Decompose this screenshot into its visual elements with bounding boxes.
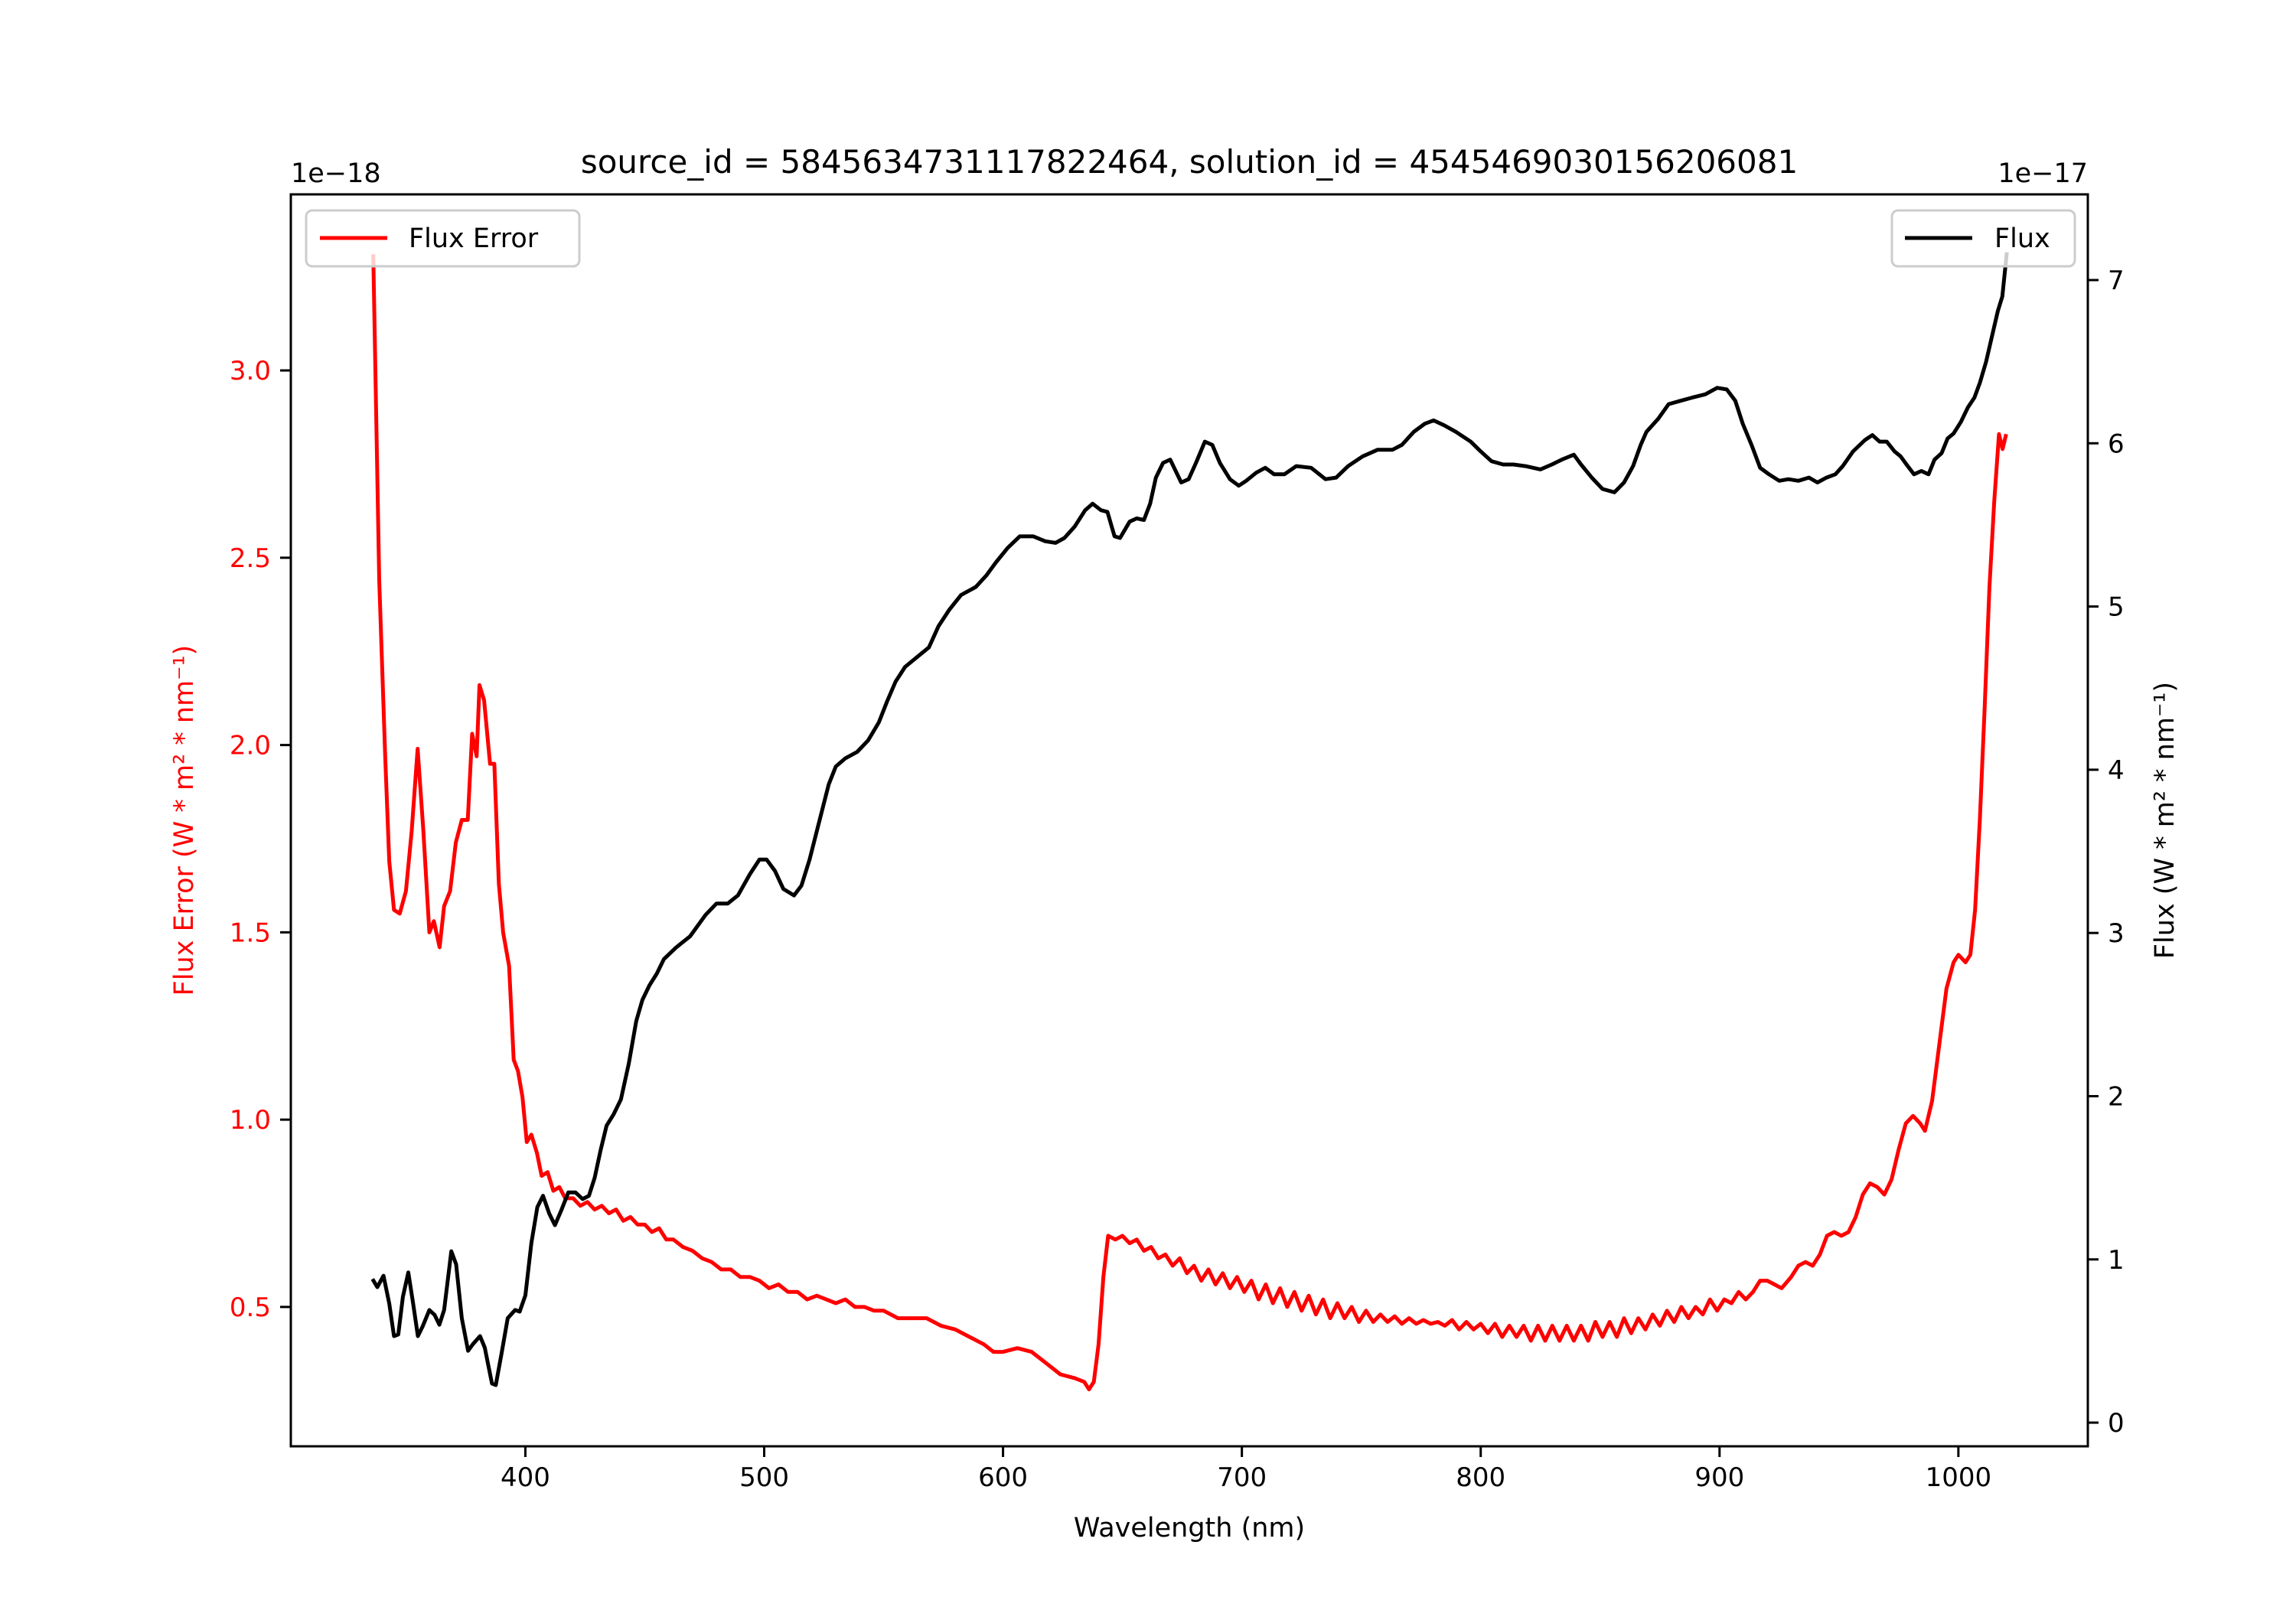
legend-flux-error: Flux Error (305, 209, 581, 268)
x-tick-label: 800 (1456, 1462, 1505, 1493)
left-y-axis-label: Flux Error (W * m² * nm⁻¹) (169, 645, 200, 996)
chart-title: source_id = 5845634731117822464, solutio… (581, 143, 1798, 181)
plot-area (370, 252, 2009, 1392)
x-tick-label: 600 (978, 1462, 1028, 1493)
axes: 400 500 600 700 800 900 1000 0.5 1.0 1.5 2.0 2.5 3.0… (230, 193, 2125, 1493)
x-tick-label: 900 (1694, 1462, 1744, 1493)
right-y-tick-label: 7 (2108, 266, 2125, 296)
series-line-flux (370, 252, 2009, 1387)
x-axis-label: Wavelength (nm) (1074, 1513, 1305, 1543)
left-y-tick-label: 1.0 (230, 1105, 271, 1136)
right-y-tick-label: 0 (2108, 1408, 2125, 1439)
left-axis-offset-text: 1e−18 (291, 158, 381, 189)
x-tick-label: 500 (739, 1462, 789, 1493)
right-y-tick-label: 5 (2108, 592, 2125, 623)
right-y-tick-label: 2 (2108, 1081, 2125, 1112)
x-tick-label: 700 (1217, 1462, 1267, 1493)
right-y-axis-label: Flux (W * m² * nm⁻¹) (2150, 682, 2180, 959)
right-axis-offset-text: 1e−17 (1998, 158, 2088, 189)
left-y-tick-label: 1.5 (230, 918, 271, 948)
left-y-tick-label: 2.0 (230, 731, 271, 761)
right-y-tick-label: 4 (2108, 755, 2125, 786)
left-y-tick-label: 3.0 (230, 356, 271, 386)
x-tick-label: 400 (501, 1462, 550, 1493)
legend-flux: Flux (1890, 209, 2076, 268)
x-tick-label: 1000 (1926, 1462, 1992, 1493)
left-y-tick-label: 2.5 (230, 543, 271, 574)
legend-label-flux: Flux (1994, 223, 2050, 254)
right-y-tick-label: 1 (2108, 1245, 2125, 1276)
left-y-tick-label: 0.5 (230, 1292, 271, 1323)
legend-label-flux-error: Flux Error (409, 223, 539, 254)
legend-frame (1890, 209, 2076, 268)
axes-frame (289, 193, 2089, 1448)
legend-frame (305, 209, 581, 268)
right-y-tick-label: 3 (2108, 918, 2125, 949)
right-y-tick-label: 6 (2108, 429, 2125, 459)
